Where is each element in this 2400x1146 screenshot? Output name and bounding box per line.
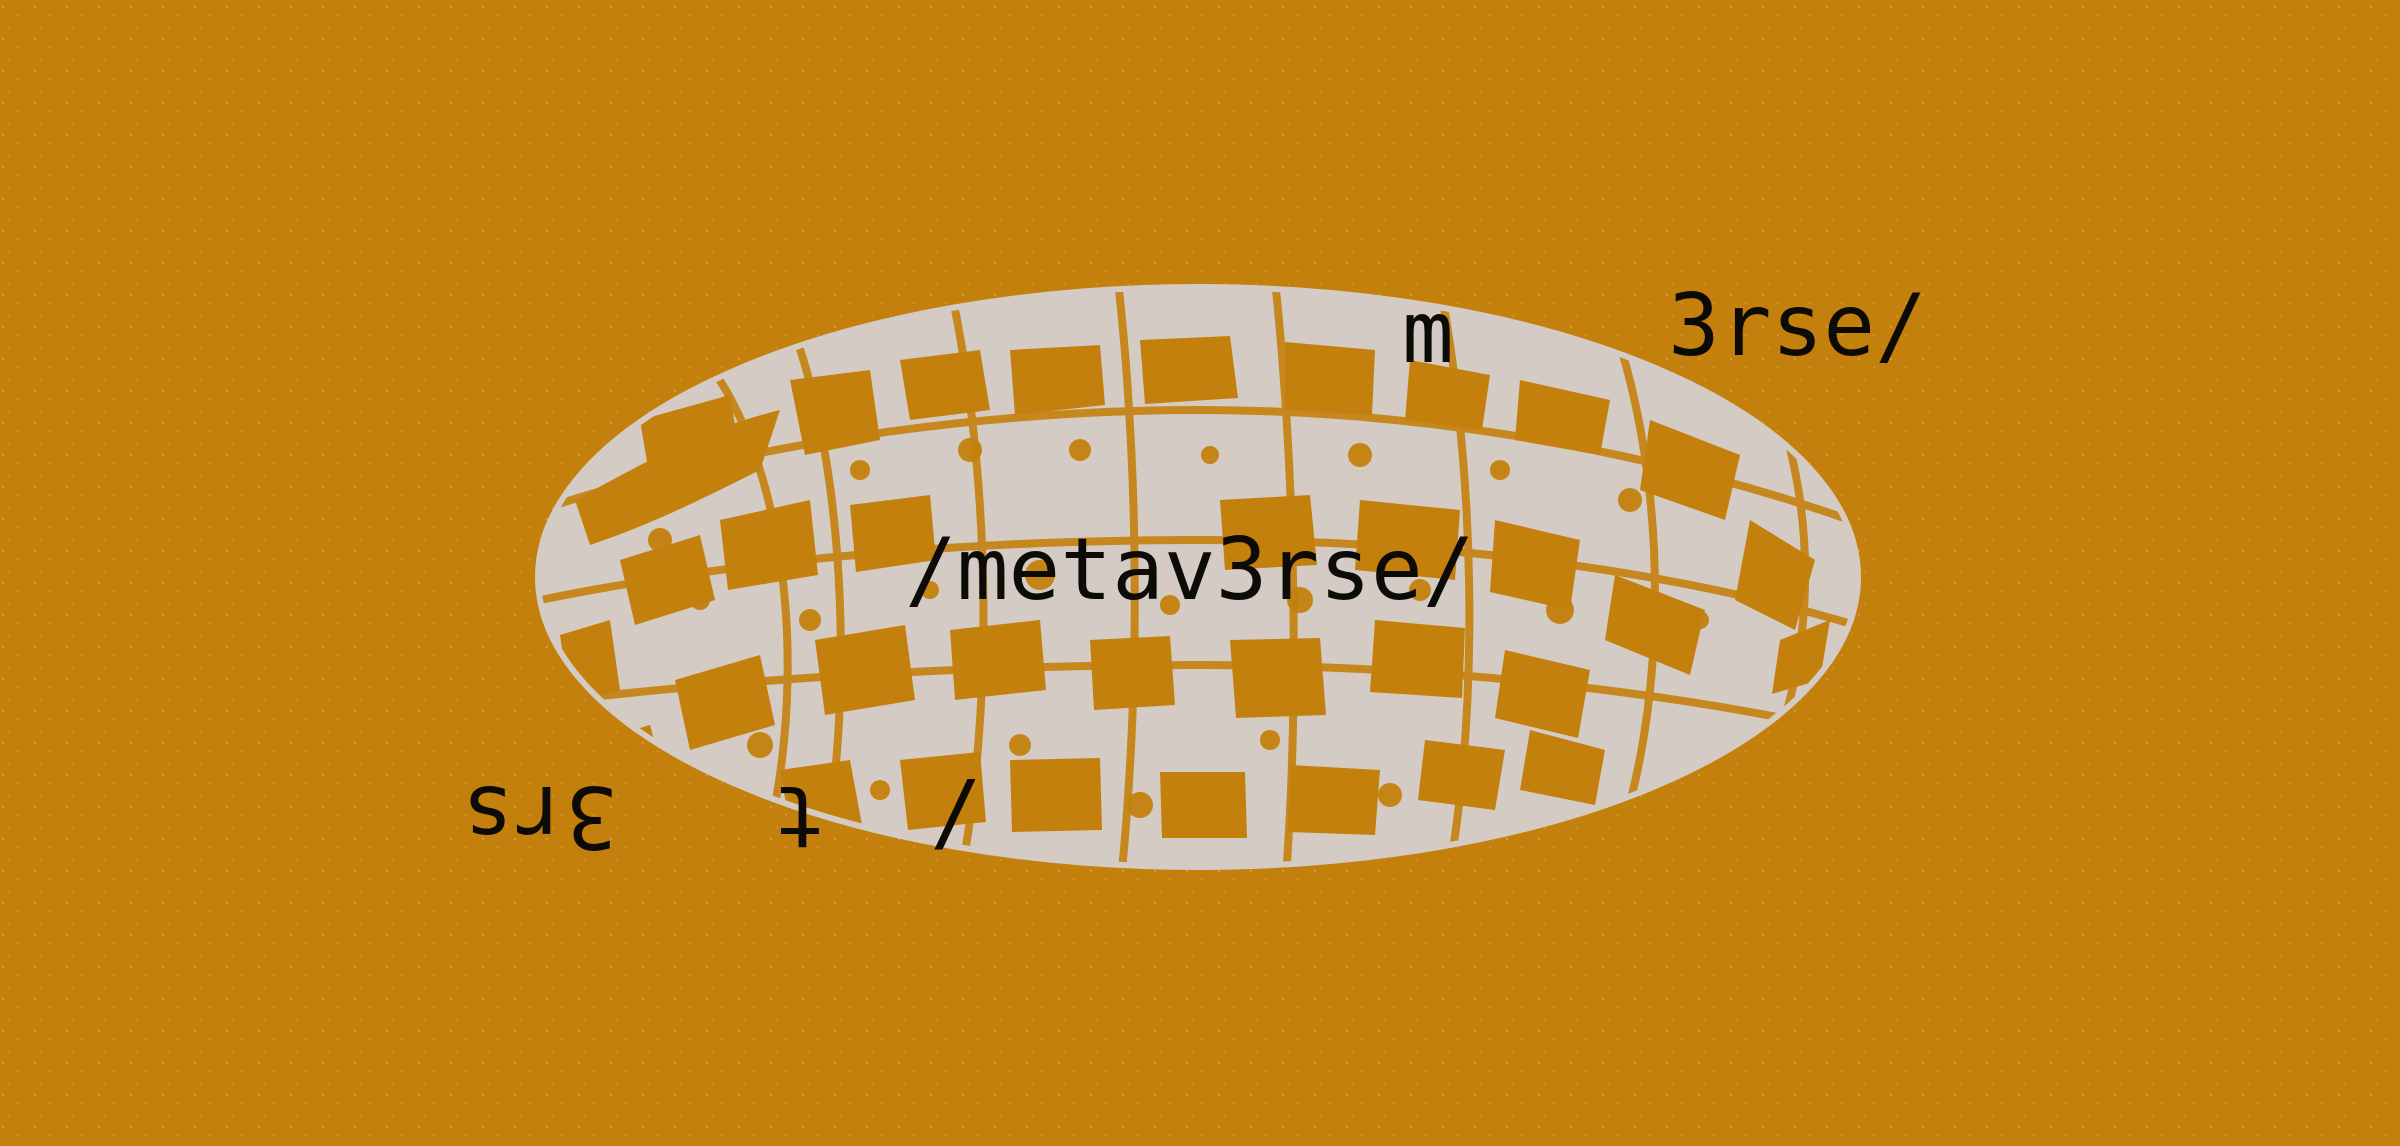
top-fragment-m: m: [1402, 283, 1454, 383]
center-wordmark: /metav3rse/: [905, 520, 1475, 620]
top-fragment-rse: 3rse/: [1668, 276, 1927, 376]
globe-rim: [535, 284, 1861, 870]
upside-down-fragment: / t 3rs: [462, 766, 980, 866]
